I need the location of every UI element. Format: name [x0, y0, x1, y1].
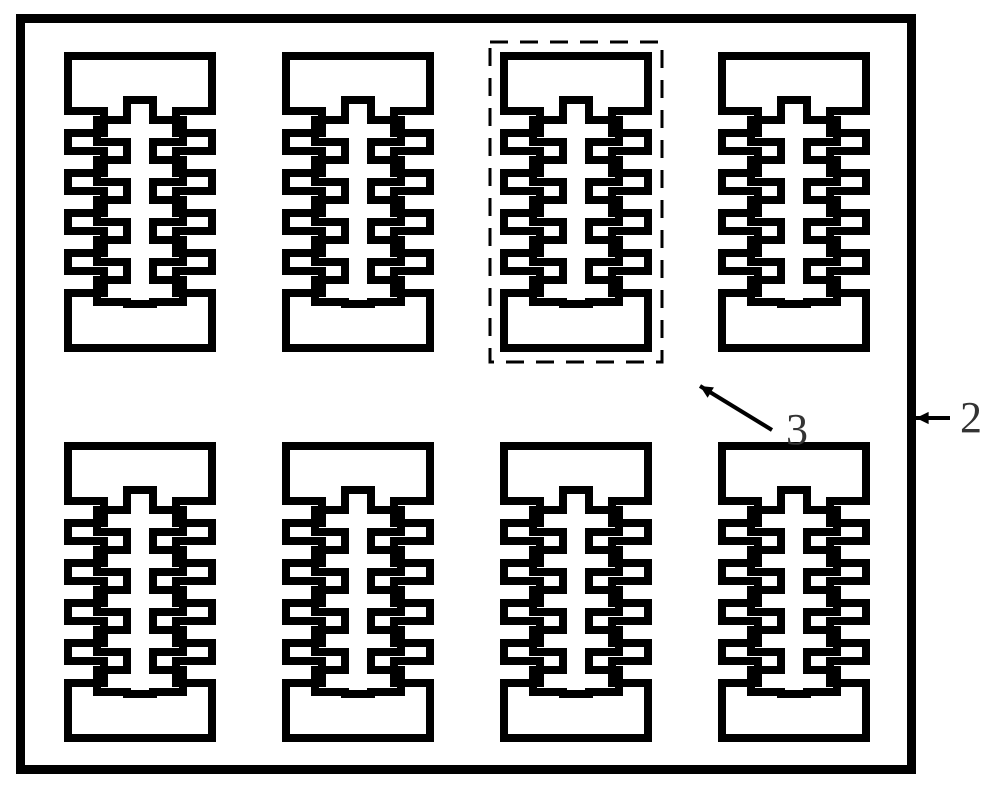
- label-2: 2: [960, 393, 982, 442]
- diagram-canvas: 23: [0, 0, 1000, 793]
- label-3: 3: [786, 405, 808, 454]
